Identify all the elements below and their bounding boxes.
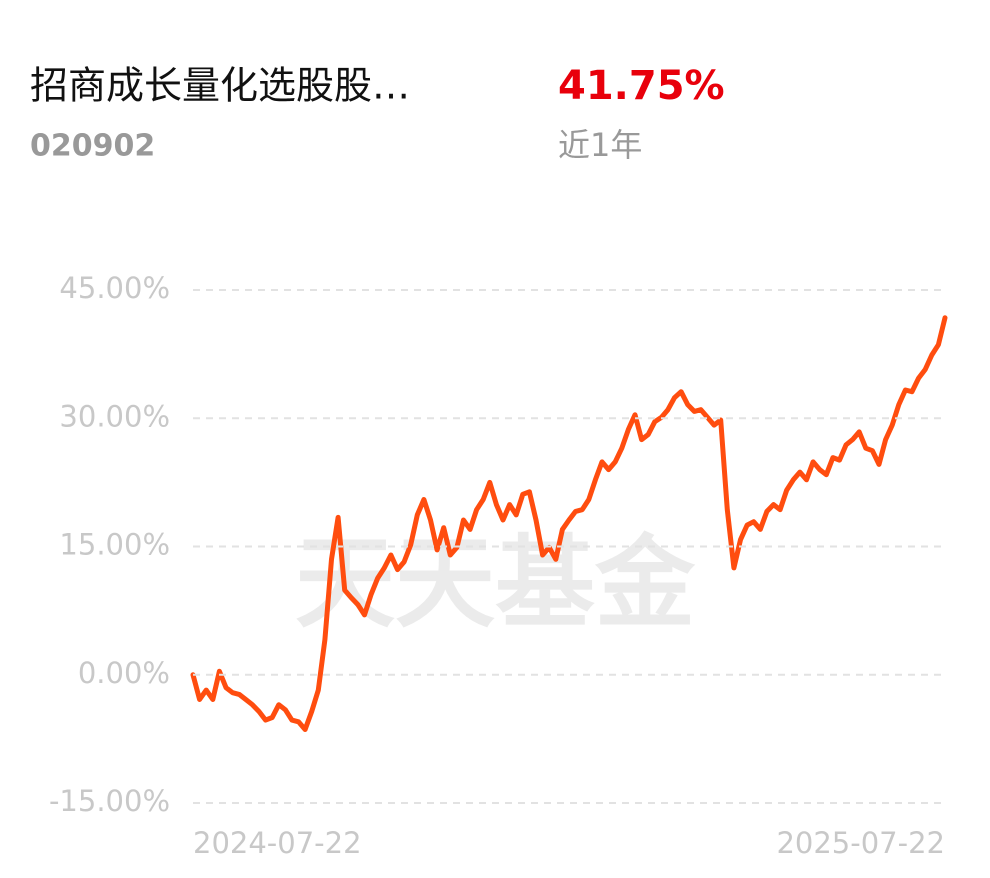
y-tick-label: 0.00% [78, 656, 170, 690]
y-tick-label: 30.00% [59, 399, 170, 433]
fund-title: 招商成长量化选股股… [30, 64, 410, 108]
fund-code: 020902 [30, 129, 155, 164]
x-tick-label: 2025-07-22 [776, 826, 945, 860]
x-tick-label: 2024-07-22 [193, 826, 362, 860]
y-tick-label: -15.00% [49, 784, 170, 818]
y-tick-label: 45.00% [59, 271, 170, 305]
return-value: 41.75% [558, 63, 725, 109]
watermark: 天天基金 [295, 524, 696, 641]
data-line [190, 315, 948, 732]
y-tick-label: 15.00% [59, 528, 170, 562]
period-label: 近1年 [558, 126, 642, 164]
